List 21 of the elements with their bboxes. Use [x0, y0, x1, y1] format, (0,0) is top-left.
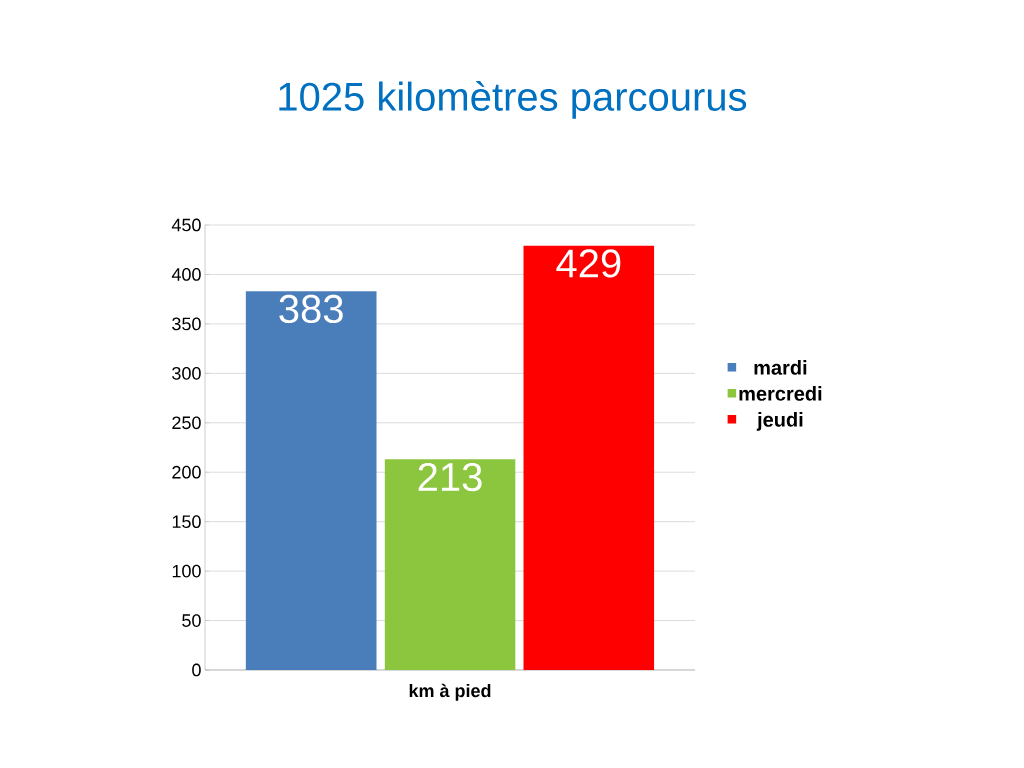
- y-tick-label: 0: [192, 663, 201, 677]
- y-tick-label: 300: [172, 366, 201, 380]
- y-tick-label: 150: [172, 515, 201, 529]
- y-tick-label: 200: [172, 465, 201, 479]
- y-tick-label: 400: [171, 268, 201, 281]
- bar: [523, 245, 655, 670]
- y-tick-label: 100: [172, 564, 201, 578]
- legend-label: mardi: [754, 360, 807, 375]
- y-tick-label: 50: [182, 614, 201, 627]
- legend-label: jeudi: [756, 412, 803, 431]
- chart-title: 1025 kilomètres parcourus: [279, 81, 747, 119]
- data-label: 213: [418, 462, 482, 492]
- bar: [384, 459, 516, 670]
- data-label: 383: [279, 294, 343, 324]
- x-tick-label: km à pied: [409, 683, 491, 701]
- y-tick-label: 450: [171, 218, 201, 232]
- bar: [245, 291, 377, 670]
- y-tick-label: 350: [172, 317, 201, 331]
- y-tick-label: 250: [172, 416, 201, 430]
- legend-label: mercredi: [739, 386, 822, 401]
- data-label: 429: [556, 249, 621, 278]
